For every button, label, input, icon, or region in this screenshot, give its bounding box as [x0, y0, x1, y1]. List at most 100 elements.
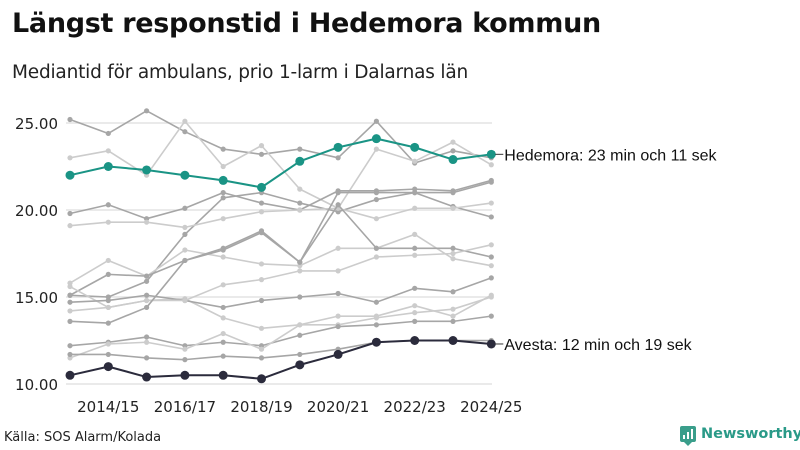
data-point: [105, 219, 111, 225]
data-point: [182, 346, 188, 352]
data-point: [144, 339, 150, 345]
data-point: [488, 254, 494, 260]
data-point: [180, 370, 190, 380]
data-point: [335, 190, 341, 196]
data-point: [450, 190, 456, 196]
y-tick-label: 10.00: [15, 376, 58, 394]
data-point: [450, 250, 456, 257]
data-point: [220, 339, 226, 345]
data-point: [67, 210, 73, 217]
x-tick-label: 2024/25: [460, 398, 522, 416]
data-point: [412, 252, 418, 258]
data-point: [257, 374, 266, 384]
x-axis: 2014/15 2016/17 2018/19 2020/21 2022/23 2024/…: [77, 398, 522, 416]
data-point: [412, 285, 418, 291]
data-point: [67, 283, 73, 290]
data-point: [220, 353, 226, 359]
data-point: [335, 313, 341, 319]
data-point: [220, 254, 226, 260]
data-point: [182, 231, 188, 237]
data-point: [373, 322, 379, 328]
data-point: [412, 190, 418, 196]
data-point: [182, 257, 188, 264]
data-point: [412, 245, 418, 251]
data-point: [450, 289, 456, 295]
data-point: [220, 245, 226, 251]
data-point: [258, 325, 265, 331]
data-point: [258, 200, 265, 206]
data-point: [182, 357, 188, 363]
data-point: [144, 304, 150, 311]
data-point: [412, 205, 418, 211]
data-point: [67, 343, 73, 349]
data-point: [297, 294, 303, 300]
source-note: Källa: SOS Alarm/Kolada: [4, 430, 162, 445]
data-point: [373, 299, 379, 305]
data-point: [295, 360, 305, 370]
data-point: [220, 190, 226, 196]
data-point: [67, 292, 73, 298]
data-point: [220, 330, 226, 337]
data-point: [105, 271, 111, 277]
series-övrig-n: [67, 337, 494, 363]
data-point: [258, 261, 265, 267]
data-point: [103, 362, 113, 372]
chart-subtitle: Mediantid för ambulans, prio 1-larm i Da…: [12, 62, 468, 83]
gridlines: [66, 122, 492, 385]
data-point: [182, 205, 188, 211]
data-point: [67, 318, 73, 324]
x-tick-label: 2020/21: [307, 398, 369, 416]
newsworthy-logo: Newsworthy: [680, 426, 800, 446]
highlighted-lines: [65, 134, 496, 384]
data-point: [297, 200, 303, 206]
x-tick-label: 2016/17: [154, 398, 216, 416]
data-point: [220, 282, 226, 288]
data-point: [335, 323, 341, 330]
data-point: [373, 313, 379, 319]
data-point: [488, 242, 494, 248]
data-point: [297, 332, 303, 338]
data-point: [257, 182, 266, 192]
series-avesta: [65, 336, 496, 384]
data-point: [67, 299, 73, 305]
data-point: [335, 268, 341, 274]
data-point: [142, 165, 152, 175]
data-point: [335, 245, 341, 251]
data-point: [182, 224, 188, 230]
brand-name: Newsworthy: [701, 426, 800, 442]
data-point: [258, 151, 265, 157]
data-point: [297, 322, 303, 328]
data-point: [180, 170, 190, 180]
data-point: [410, 336, 420, 345]
data-point: [105, 351, 111, 358]
data-point: [335, 290, 341, 297]
x-tick-label: 2022/23: [384, 398, 446, 416]
data-point: [373, 146, 379, 152]
line-annotations: Hedemora: 23 min och 11 sek Avesta: 12 mi…: [495, 147, 718, 354]
data-point: [450, 245, 456, 251]
data-point: [297, 268, 303, 274]
data-point: [258, 228, 265, 234]
y-axis: 10.00 15.00 20.00 25.00: [15, 115, 58, 394]
data-point: [105, 130, 111, 137]
series-hedemora: [65, 134, 496, 192]
data-point: [67, 351, 73, 358]
data-point: [67, 308, 73, 314]
series-övrig-f: [67, 231, 494, 286]
data-point: [297, 207, 303, 213]
data-point: [412, 158, 418, 164]
data-point: [450, 139, 456, 145]
data-point: [412, 318, 418, 324]
data-point: [412, 231, 418, 237]
data-point: [144, 273, 150, 279]
chart-title: Längst responstid i Hedemora kommun: [12, 8, 601, 39]
series-övrig-a: [67, 108, 494, 166]
data-point: [144, 278, 150, 284]
data-point: [144, 108, 150, 114]
data-point: [297, 259, 303, 265]
data-point: [333, 142, 343, 152]
data-point: [373, 118, 379, 124]
data-point: [105, 320, 111, 326]
data-point: [448, 155, 458, 165]
data-point: [182, 118, 188, 124]
